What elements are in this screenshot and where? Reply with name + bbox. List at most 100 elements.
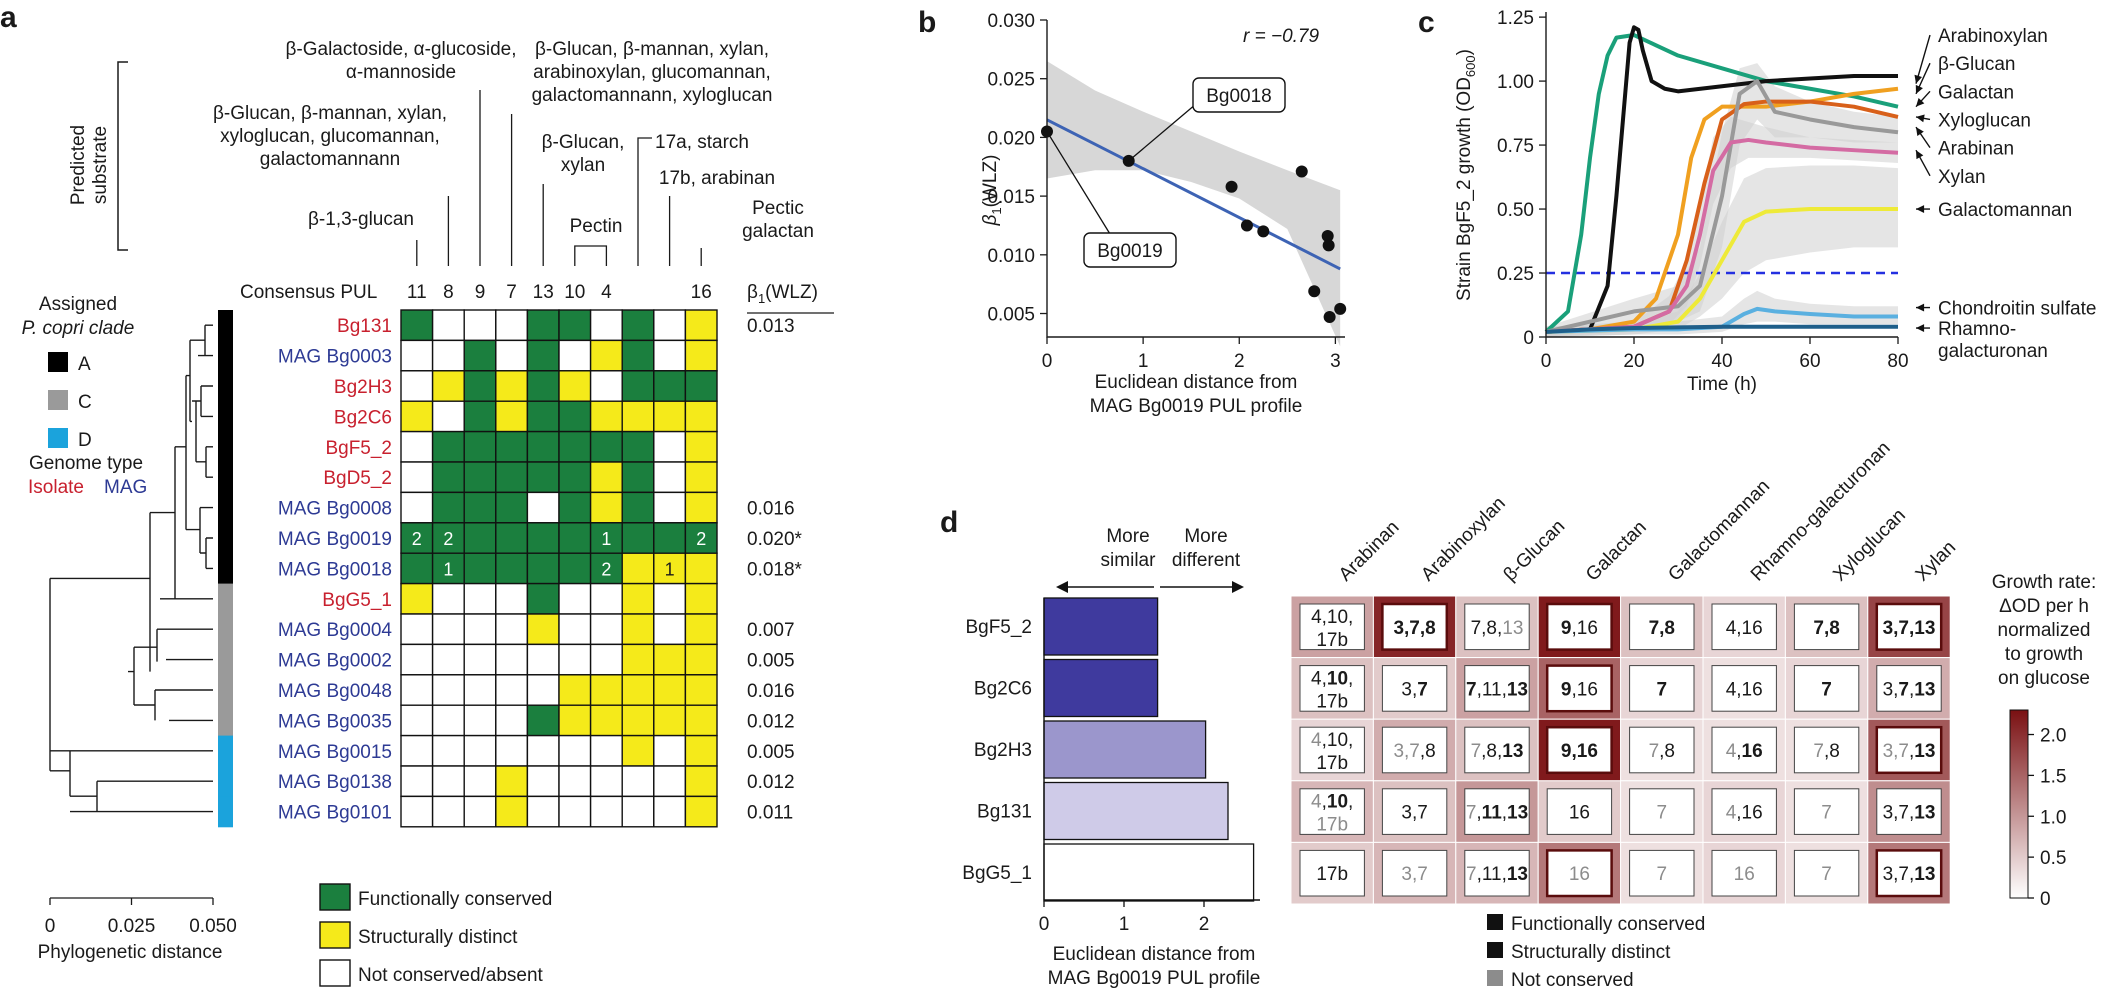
pul-copy-number: 2 bbox=[601, 559, 611, 579]
heatmap-cell-text-part: ,11, bbox=[1477, 679, 1507, 700]
heatmap-cell-text-part: , bbox=[1322, 792, 1327, 813]
pul-cell bbox=[400, 522, 434, 554]
growth-curve bbox=[1545, 207, 1898, 334]
heatmap-inner-box bbox=[1545, 725, 1613, 775]
heatmap-cell-text: 7,8 bbox=[1649, 618, 1675, 639]
pul-cell bbox=[526, 339, 560, 372]
clade-bar-segment bbox=[218, 553, 233, 585]
beta-value: 0.020* bbox=[747, 529, 803, 550]
predicted-substrate-label: Predicted bbox=[68, 125, 89, 205]
heatmap-cell-text-part: 3, bbox=[1883, 679, 1899, 700]
pul-cell bbox=[589, 765, 623, 798]
heatmap-cell-text-part: 4 bbox=[1726, 741, 1737, 762]
y-axis-label: β1(WLZ) bbox=[980, 155, 1004, 227]
pul-cell bbox=[526, 734, 560, 767]
genome-row-label: MAG Bg0018 bbox=[278, 559, 392, 580]
genome-row-label: BgD5_2 bbox=[323, 468, 392, 489]
heatmap-cell-text-part: , bbox=[1736, 741, 1741, 762]
pul-cell bbox=[526, 765, 560, 798]
pul-cell bbox=[558, 582, 592, 615]
colorbar-title: normalized bbox=[1998, 620, 2091, 641]
heatmap-column-label: Rhamno-galacturonan bbox=[1747, 438, 1895, 586]
series-label: Galactomannan bbox=[1938, 200, 2072, 221]
series-arrowhead bbox=[1916, 150, 1924, 160]
heatmap-column-label: Arabinan bbox=[1335, 517, 1404, 586]
heatmap-cell-text-part: 7 bbox=[1471, 741, 1482, 762]
pul-cell bbox=[621, 765, 655, 798]
pul-cell bbox=[400, 491, 434, 524]
substrate-label: arabinoxylan, glucomannan, bbox=[533, 62, 771, 83]
pul-cell bbox=[589, 339, 623, 372]
heatmap-cell-text-part: 9 bbox=[1561, 679, 1572, 700]
heatmap-cell-text-part: ,11, bbox=[1477, 864, 1507, 885]
pul-cell bbox=[558, 370, 592, 402]
genome-row-label: MAG Bg0004 bbox=[278, 620, 392, 641]
heatmap-cell-text: 17b bbox=[1316, 753, 1348, 774]
heatmap-cell-text: 7 bbox=[1657, 864, 1668, 885]
y-tick-label: 1.25 bbox=[1497, 8, 1534, 29]
beta-value: 0.011 bbox=[747, 803, 793, 824]
pul-cell bbox=[495, 491, 529, 524]
substrate-label: galactomannann bbox=[260, 149, 401, 170]
pul-cell bbox=[495, 430, 529, 463]
distance-bar bbox=[1043, 843, 1255, 902]
pul-cell bbox=[526, 370, 560, 402]
panel-d: d More similar More different BgF5_2 Bg2C6 Bg2H… bbox=[940, 438, 2096, 991]
pul-cell bbox=[558, 522, 592, 554]
colorbar-tick-label: 1.5 bbox=[2040, 766, 2066, 787]
pul-cell bbox=[589, 674, 623, 706]
pul-cell bbox=[526, 704, 560, 737]
heatmap-cell-text-part: 3,7,13 bbox=[1883, 618, 1936, 639]
pectin-bracket bbox=[574, 245, 608, 266]
phylo-axis-tick-label: 0 bbox=[45, 916, 56, 937]
scatter-point bbox=[1257, 225, 1270, 238]
heatmap-inner-box bbox=[1793, 603, 1860, 651]
heatmap-cell-text-part: 7 bbox=[1466, 803, 1477, 824]
beta-header: β1(WLZ) bbox=[747, 282, 818, 306]
pul-cell bbox=[653, 643, 687, 676]
bar-header-right: More bbox=[1184, 526, 1227, 547]
colorbar-tick-label: 0 bbox=[2040, 889, 2051, 910]
heatmap-legend-swatch bbox=[1487, 914, 1503, 930]
genome-row-label: MAG Bg0003 bbox=[278, 347, 392, 368]
heatmap-cell-text-part: , bbox=[1909, 741, 1914, 762]
y-axis-label-rest: (WLZ) bbox=[980, 155, 1001, 208]
heatmap-cell-text: 4,16 bbox=[1726, 803, 1763, 824]
heatmap-cell-text-part: 7 bbox=[1466, 679, 1477, 700]
clade-bar-segment bbox=[218, 522, 233, 554]
pul-cell bbox=[558, 430, 592, 463]
heatmap-cell-text-part: 4,10, bbox=[1311, 607, 1353, 628]
pul-cell bbox=[558, 309, 592, 342]
heatmap-cell-text: 7,8,13 bbox=[1471, 741, 1524, 762]
genome-type-mag: MAG bbox=[104, 477, 147, 498]
colorbar-tick-label: 1.0 bbox=[2040, 807, 2066, 828]
clade-swatch bbox=[48, 352, 68, 372]
y-tick-label: 1.00 bbox=[1497, 72, 1534, 93]
heatmap-cell-text-part: ,16 bbox=[1736, 803, 1762, 824]
pul-cell bbox=[400, 795, 434, 828]
x-tick-label: 40 bbox=[1711, 351, 1732, 372]
pul-cell bbox=[463, 491, 497, 524]
heatmap-cell-text-part: , bbox=[1502, 803, 1507, 824]
heatmap-cell-text-part: 4, bbox=[1311, 668, 1327, 689]
bar-x-tick-label: 1 bbox=[1119, 914, 1130, 935]
bar-category-label: BgG5_1 bbox=[962, 863, 1032, 884]
pul-cell bbox=[589, 643, 623, 676]
heatmap-cell-text-part: 4 bbox=[1311, 730, 1322, 751]
pul-cell bbox=[684, 522, 718, 554]
genome-row-label: Bg2C6 bbox=[334, 407, 392, 428]
phylo-axis-tick-label: 0.025 bbox=[108, 916, 156, 937]
pul-cell bbox=[400, 400, 434, 433]
pul-cell bbox=[621, 552, 655, 585]
heatmap-inner-box bbox=[1876, 788, 1942, 835]
heatmap-inner-box bbox=[1793, 849, 1860, 897]
pul-cell bbox=[431, 704, 465, 737]
heatmap-inner-box bbox=[1381, 665, 1448, 712]
heatmap-cell-text-part: 13 bbox=[1507, 679, 1528, 700]
pul-cell bbox=[526, 674, 560, 706]
heatmap-legend-label: Not conserved bbox=[1511, 970, 1634, 991]
clade-title: P. copri clade bbox=[22, 318, 135, 339]
heatmap-inner-box bbox=[1711, 849, 1777, 897]
bar-header-left: More bbox=[1106, 526, 1149, 547]
pul-cell bbox=[495, 643, 529, 676]
